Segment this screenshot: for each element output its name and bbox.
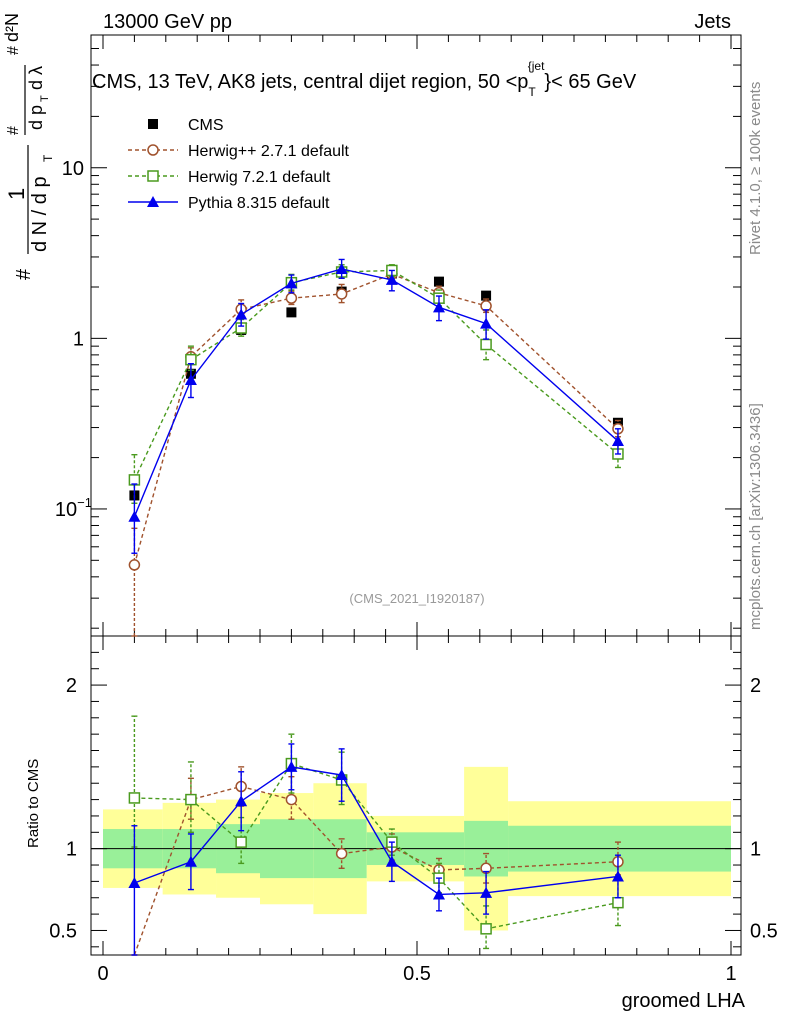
legend-entry: Herwig++ 2.7.1 default	[128, 143, 350, 160]
herwig-2-7-1-default-main-point	[128, 559, 141, 571]
herwig-2-7-1-default-ratio-line	[133, 785, 618, 956]
y-tick-label-ratio-left: 0.5	[49, 920, 77, 942]
pythia-8-315-default-ratio-point	[335, 769, 348, 781]
ylabel-hash-3: #	[5, 46, 22, 55]
legend-marker	[148, 119, 158, 129]
pythia-8-315-default-ratio-point	[385, 855, 398, 867]
cms-main-point	[612, 417, 623, 428]
pythia-8-315-default-ratio-point	[128, 877, 141, 889]
pythia-8-315-default-main-point	[285, 277, 298, 289]
analysis-watermark: (CMS_2021_I1920187)	[349, 591, 484, 606]
legend: CMS Herwig++ 2.7.1 default Herwig 7.2.1 de…	[128, 117, 350, 212]
legend-label: CMS	[188, 117, 224, 134]
series-0	[129, 268, 623, 501]
pythia-8-315-default-main-line	[133, 268, 619, 518]
ylabel-dn-dpt: d N / d p	[29, 176, 51, 252]
y-tick-label-main: 1	[73, 328, 84, 350]
cms-main-point	[286, 307, 297, 318]
plot-subtitle-sup: {jet	[528, 59, 545, 73]
legend-marker	[147, 170, 159, 182]
plot-subtitle-sub: T	[528, 85, 536, 99]
y-tick-label-main: 10	[62, 158, 84, 180]
herwig-2-7-1-default-ratio-point	[335, 847, 348, 860]
mcplots-label: mcplots.cern.ch [arXiv:1306.3436]	[747, 403, 764, 630]
y-tick-label-ratio-left: 2	[66, 675, 77, 697]
herwig-7-2-1-default-ratio-point	[480, 923, 492, 935]
legend-label: Herwig++ 2.7.1 default	[188, 143, 350, 160]
herwig-7-2-1-default-ratio-point	[128, 792, 141, 804]
pythia-8-315-default-ratio-point	[235, 795, 248, 807]
pythia-8-315-default-main-point	[385, 273, 398, 285]
legend-entry: CMS	[148, 117, 224, 134]
ylabel-t-sub: T	[41, 154, 55, 162]
cms-main-point	[433, 276, 444, 287]
right-title: Jets	[694, 11, 731, 33]
legend-label: Pythia 8.315 default	[188, 195, 330, 212]
pythia-8-315-default-ratio-point	[432, 888, 445, 900]
pythia-8-315-default-main-point	[432, 301, 445, 313]
x-tick-label: 1	[725, 963, 736, 985]
ylabel-d2n: d²N	[2, 13, 22, 42]
ratio-y-axis-label: Ratio to CMS	[25, 759, 42, 848]
rivet-version-label: Rivet 4.1.0, ≥ 100k events	[747, 82, 764, 255]
pythia-8-315-default-ratio-point	[285, 760, 298, 772]
pythia-8-315-default-ratio-point	[480, 886, 493, 898]
ratio-plot-frame	[90, 635, 742, 956]
left-title: 13000 GeV pp	[103, 11, 232, 33]
pythia-8-315-default-ratio-point	[611, 870, 624, 882]
ylabel-one: 1	[4, 188, 29, 200]
herwig-7-2-1-default-ratio-point	[235, 836, 247, 848]
series-3	[128, 258, 624, 956]
herwig-7-2-1-default-ratio-point	[612, 896, 624, 909]
x-axis-label: groomed LHA	[622, 990, 746, 1012]
plot-subtitle-end: }< 65 GeV	[544, 71, 636, 93]
legend-marker	[147, 196, 159, 207]
cms-main-point	[481, 290, 492, 301]
legend-label: Herwig 7.2.1 default	[188, 169, 331, 186]
y-tick-label-main: 10−1	[55, 495, 92, 521]
herwig-2-7-1-default-main-line	[133, 273, 619, 566]
herwig-7-2-1-default-ratio-point	[185, 793, 197, 806]
legend-entry: Herwig 7.2.1 default	[128, 169, 331, 186]
herwig-2-7-1-default-main-point	[335, 288, 348, 300]
plot-subtitle-main: CMS, 13 TeV, AK8 jets, central dijet reg…	[92, 71, 528, 93]
main-y-axis-label: # 1 d N / d p T # d p T d λ # d²N	[2, 13, 55, 280]
pythia-8-315-default-ratio-point	[184, 855, 197, 867]
y-tick-label-ratio-right: 0.5	[750, 920, 778, 942]
y-tick-label-ratio-right: 2	[750, 675, 761, 697]
legend-marker	[147, 144, 159, 156]
x-tick-label: 0	[97, 963, 108, 985]
ylabel-hash-1: #	[13, 268, 35, 280]
pythia-8-315-default-main-point	[128, 510, 141, 522]
pythia-8-315-default-main-point	[184, 373, 197, 385]
herwig-2-7-1-default-main-point	[285, 292, 298, 304]
pythia-8-315-default-main-point	[235, 308, 248, 320]
ylabel-dpt: d p	[26, 105, 46, 130]
y-tick-label-ratio-left: 1	[66, 839, 77, 861]
pythia-8-315-default-main-point	[611, 435, 624, 447]
x-tick-label: 0.5	[403, 963, 431, 985]
y-tick-label-ratio-right: 1	[750, 839, 761, 861]
herwig-2-7-1-default-ratio-point	[285, 793, 298, 806]
legend-entry: Pythia 8.315 default	[128, 195, 330, 212]
pythia-8-315-default-main-point	[480, 317, 493, 329]
ylabel-hash-2: #	[5, 126, 22, 135]
pythia-8-315-default-main-point	[335, 262, 348, 274]
ylabel-dlambda: d λ	[26, 66, 46, 90]
ylabel-t2-sub: T	[39, 95, 51, 102]
herwig-7-2-1-default-main-point	[480, 338, 492, 351]
plot-subtitle: CMS, 13 TeV, AK8 jets, central dijet reg…	[92, 59, 637, 99]
herwig-7-2-1-default-main-line	[133, 269, 619, 481]
